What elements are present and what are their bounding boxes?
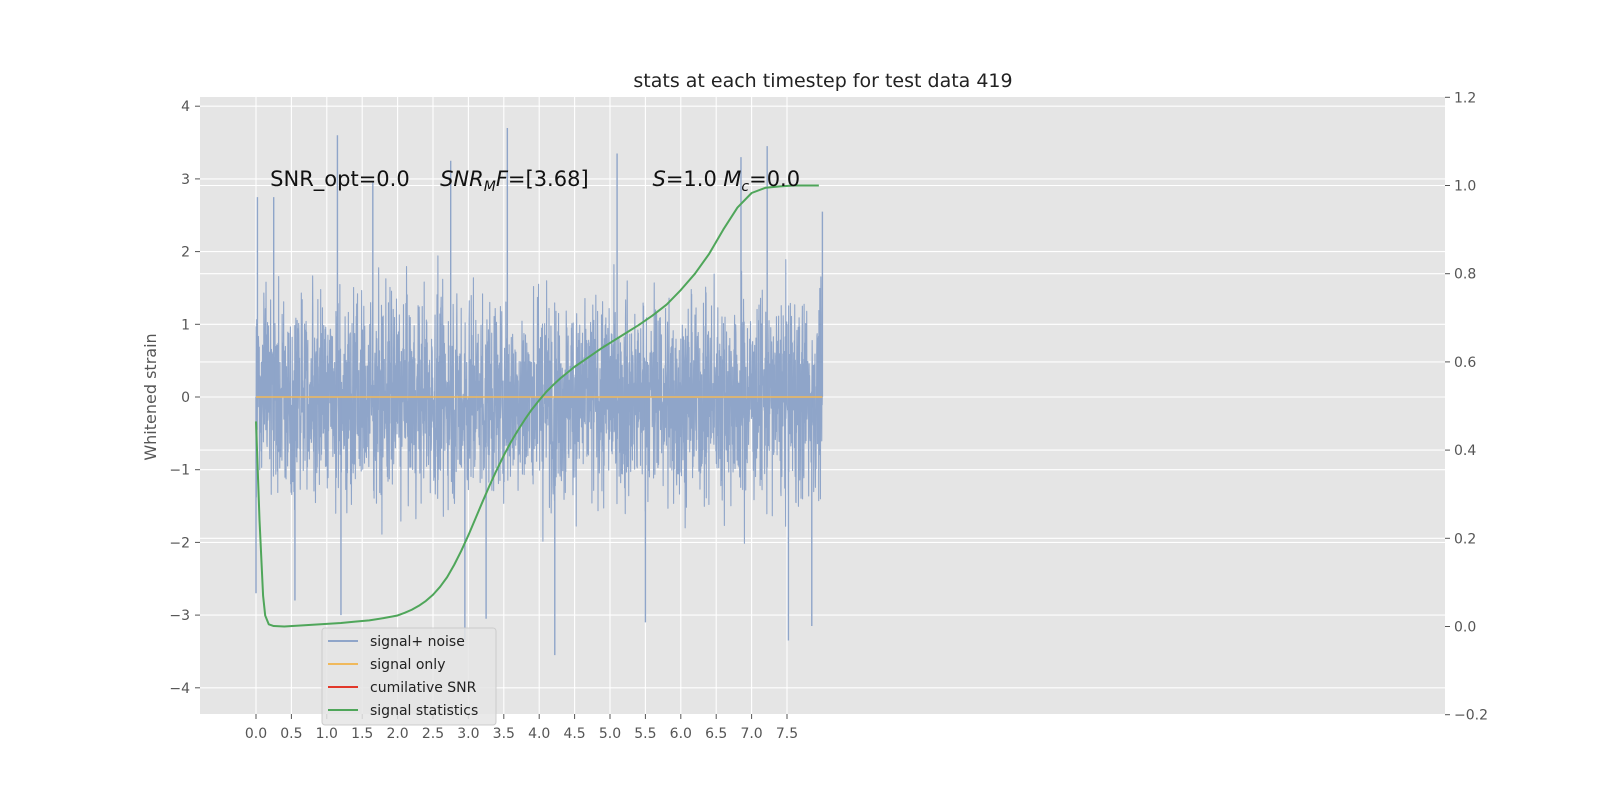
y2-tick-label: 0.2 bbox=[1454, 531, 1476, 547]
y2-tick-label: 0.4 bbox=[1454, 443, 1476, 459]
y-axis-label: Whitened strain bbox=[141, 333, 160, 460]
y2-tick-label: −0.2 bbox=[1454, 708, 1488, 724]
x-tick-label: 7.0 bbox=[740, 726, 762, 742]
legend-entry: signal statistics bbox=[328, 703, 478, 719]
y2-tick-label: 0.0 bbox=[1454, 620, 1476, 636]
legend-box bbox=[321, 627, 497, 726]
x-tick-label: 2.0 bbox=[386, 726, 408, 742]
series-signal-statistics-line bbox=[255, 184, 819, 628]
axes: 0.0 0.5 1.0 1.5 2.0 2.5 3.0 3.5 4.0 4.5 5.0 5.5 6.0 6… bbox=[169, 90, 1488, 742]
legend-entry: signal only bbox=[328, 657, 445, 673]
x-tick-label: 4.5 bbox=[563, 726, 585, 742]
x-tick-label: 3.0 bbox=[457, 726, 479, 742]
x-tick-label: 5.5 bbox=[634, 726, 656, 742]
legend-entry: signal+ noise bbox=[328, 634, 465, 650]
series-signal-noise-line bbox=[255, 255, 823, 544]
legend-label: signal only bbox=[370, 657, 445, 673]
annotation-mc: Mc=0.0 bbox=[723, 167, 800, 195]
legend-entry: cumilative SNR bbox=[328, 680, 477, 696]
x-tick-label: 0.0 bbox=[245, 726, 267, 742]
x-tick-label: 6.0 bbox=[670, 726, 692, 742]
y-tick-label: 0 bbox=[181, 390, 190, 406]
series-signal-noise-spikes bbox=[255, 128, 824, 656]
y-tick-label: 2 bbox=[181, 245, 190, 261]
legend: signal+ noise signal only cumilative SNR si… bbox=[321, 627, 497, 726]
x-tick-label: 6.5 bbox=[705, 726, 727, 742]
y2-tick-label: 0.8 bbox=[1454, 267, 1476, 283]
series-layer bbox=[255, 128, 824, 656]
x-tick-label: 1.0 bbox=[316, 726, 338, 742]
y-tick-label: 4 bbox=[181, 99, 190, 115]
chart-title: stats at each timestep for test data 419 bbox=[633, 70, 1012, 92]
y-tick-label: −4 bbox=[169, 681, 190, 697]
annotations: SNR_opt=0.0 SNRMF=[3.68] S=1.0 Mc=0.0 bbox=[270, 167, 800, 195]
y2-tick-label: 0.6 bbox=[1454, 355, 1476, 371]
x-tick-label: 7.5 bbox=[776, 726, 798, 742]
x-tick-label: 5.0 bbox=[599, 726, 621, 742]
legend-label: cumilative SNR bbox=[370, 680, 477, 696]
x-tick-label: 0.5 bbox=[280, 726, 302, 742]
y2-tick-label: 1.0 bbox=[1454, 179, 1476, 195]
x-tick-label: 3.5 bbox=[493, 726, 515, 742]
annotation-s: S=1.0 bbox=[652, 167, 716, 191]
x-tick-label: 2.5 bbox=[422, 726, 444, 742]
y-tick-label: −3 bbox=[169, 608, 190, 624]
annotation-snr-mf: SNRMF=[3.68] bbox=[440, 167, 589, 195]
annotation-snr-opt: SNR_opt=0.0 bbox=[270, 167, 410, 192]
y-tick-label: 3 bbox=[181, 172, 190, 188]
legend-label: signal statistics bbox=[370, 703, 478, 719]
y-tick-label: −1 bbox=[169, 463, 190, 479]
legend-label: signal+ noise bbox=[370, 634, 465, 650]
y-tick-label: −2 bbox=[169, 535, 190, 551]
x-tick-label: 4.0 bbox=[528, 726, 550, 742]
y-tick-label: 1 bbox=[181, 317, 190, 333]
x-tick-label: 1.5 bbox=[351, 726, 373, 742]
y2-tick-label: 1.2 bbox=[1454, 90, 1476, 106]
